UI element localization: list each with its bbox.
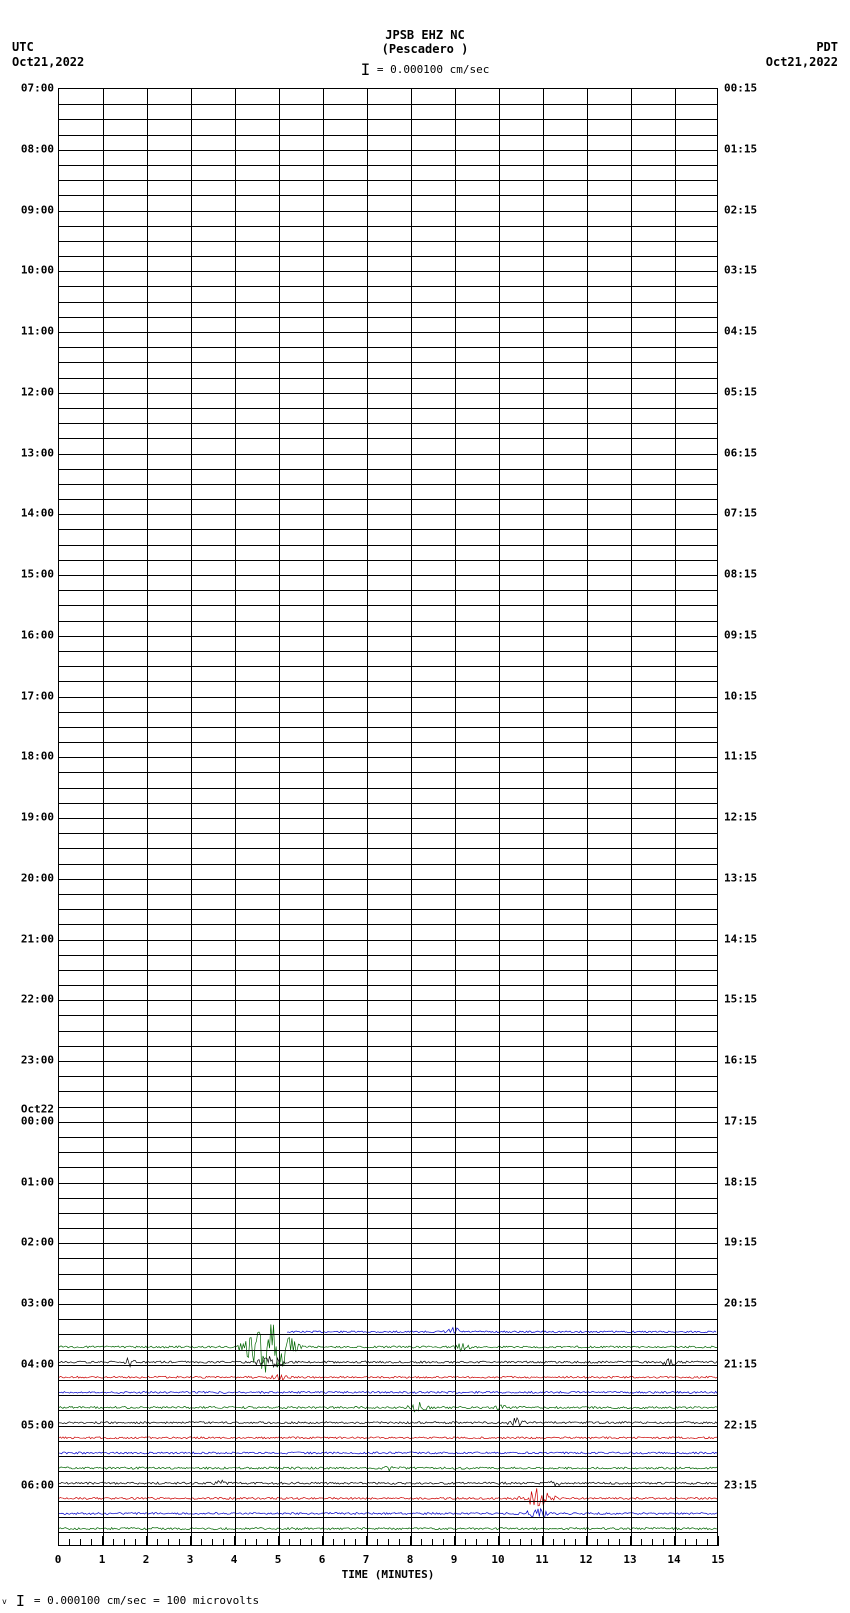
right-hour-label: 06:15 — [724, 446, 757, 459]
right-hour-label: 10:15 — [724, 689, 757, 702]
x-tick: 11 — [535, 1553, 548, 1566]
left-hour-label: 12:00 — [21, 385, 54, 398]
right-tz-label: PDT — [816, 40, 838, 54]
right-hour-label: 15:15 — [724, 993, 757, 1006]
x-tick: 15 — [711, 1553, 724, 1566]
right-hour-label: 01:15 — [724, 142, 757, 155]
right-hour-label: 04:15 — [724, 325, 757, 338]
left-hour-label: 11:00 — [21, 325, 54, 338]
right-hour-label: 05:15 — [724, 385, 757, 398]
x-tick: 8 — [407, 1553, 414, 1566]
x-axis-label: TIME (MINUTES) — [58, 1568, 718, 1581]
x-tick: 13 — [623, 1553, 636, 1566]
left-hour-label: 06:00 — [21, 1479, 54, 1492]
x-tick: 9 — [451, 1553, 458, 1566]
title: JPSB EHZ NC — [0, 28, 850, 42]
subtitle: (Pescadero ) — [0, 42, 850, 56]
seismic-trace — [59, 1480, 717, 1486]
x-tick: 10 — [491, 1553, 504, 1566]
right-hour-label: 16:15 — [724, 1054, 757, 1067]
x-tick: 2 — [143, 1553, 150, 1566]
left-hour-label: 16:00 — [21, 628, 54, 641]
x-tick: 4 — [231, 1553, 238, 1566]
left-hour-label: 08:00 — [21, 142, 54, 155]
left-hour-label: 21:00 — [21, 932, 54, 945]
left-hour-label: 19:00 — [21, 811, 54, 824]
left-hour-label: 10:00 — [21, 264, 54, 277]
left-hour-label: 22:00 — [21, 993, 54, 1006]
right-hour-label: 14:15 — [724, 932, 757, 945]
left-hour-label: 20:00 — [21, 871, 54, 884]
right-date-label: Oct21,2022 — [766, 55, 838, 69]
seismic-trace — [59, 1437, 717, 1439]
right-hour-label: 03:15 — [724, 264, 757, 277]
traces-svg — [59, 89, 717, 1545]
right-hour-label: 09:15 — [724, 628, 757, 641]
left-hour-label: 13:00 — [21, 446, 54, 459]
x-tick: 1 — [99, 1553, 106, 1566]
x-tick: 7 — [363, 1553, 370, 1566]
right-hour-label: 12:15 — [724, 811, 757, 824]
right-hour-label: 17:15 — [724, 1114, 757, 1127]
x-tick: 3 — [187, 1553, 194, 1566]
left-hour-label: 03:00 — [21, 1297, 54, 1310]
footer-scale: v I = 0.000100 cm/sec = 100 microvolts — [2, 1592, 259, 1610]
x-tick: 14 — [667, 1553, 680, 1566]
x-tick: 5 — [275, 1553, 282, 1566]
left-hour-label: 18:00 — [21, 750, 54, 763]
left-hour-label: 00:00 — [21, 1114, 54, 1127]
seismic-trace — [59, 1528, 717, 1530]
left-hour-label: 07:00 — [21, 82, 54, 95]
right-hour-label: 20:15 — [724, 1297, 757, 1310]
right-hour-label: 08:15 — [724, 568, 757, 581]
left-hour-label: 15:00 — [21, 568, 54, 581]
right-hour-label: 21:15 — [724, 1357, 757, 1370]
right-hour-label: 07:15 — [724, 507, 757, 520]
scale-indicator: I = 0.000100 cm/sec — [0, 60, 850, 79]
seismogram-plot — [58, 88, 718, 1546]
left-date-label: Oct21,2022 — [12, 55, 84, 69]
left-hour-label: 01:00 — [21, 1175, 54, 1188]
right-hour-label: 19:15 — [724, 1236, 757, 1249]
left-hour-label: 09:00 — [21, 203, 54, 216]
left-hour-label: 04:00 — [21, 1357, 54, 1370]
right-hour-label: 00:15 — [724, 82, 757, 95]
right-hour-label: 02:15 — [724, 203, 757, 216]
right-hour-label: 11:15 — [724, 750, 757, 763]
left-hour-label: 17:00 — [21, 689, 54, 702]
right-hour-label: 22:15 — [724, 1418, 757, 1431]
seismic-trace — [287, 1328, 716, 1334]
seismic-trace — [59, 1452, 717, 1454]
right-hour-label: 13:15 — [724, 871, 757, 884]
left-hour-label: 14:00 — [21, 507, 54, 520]
left-hour-label: 23:00 — [21, 1054, 54, 1067]
right-hour-label: 18:15 — [724, 1175, 757, 1188]
seismogram-container: JPSB EHZ NC (Pescadero ) I = 0.000100 cm… — [0, 0, 850, 1613]
x-tick: 12 — [579, 1553, 592, 1566]
x-tick: 0 — [55, 1553, 62, 1566]
seismic-trace — [59, 1391, 717, 1393]
seismic-trace — [59, 1488, 717, 1506]
right-hour-label: 23:15 — [724, 1479, 757, 1492]
x-tick: 6 — [319, 1553, 326, 1566]
left-tz-label: UTC — [12, 40, 34, 54]
left-hour-label: 05:00 — [21, 1418, 54, 1431]
left-hour-label: 02:00 — [21, 1236, 54, 1249]
